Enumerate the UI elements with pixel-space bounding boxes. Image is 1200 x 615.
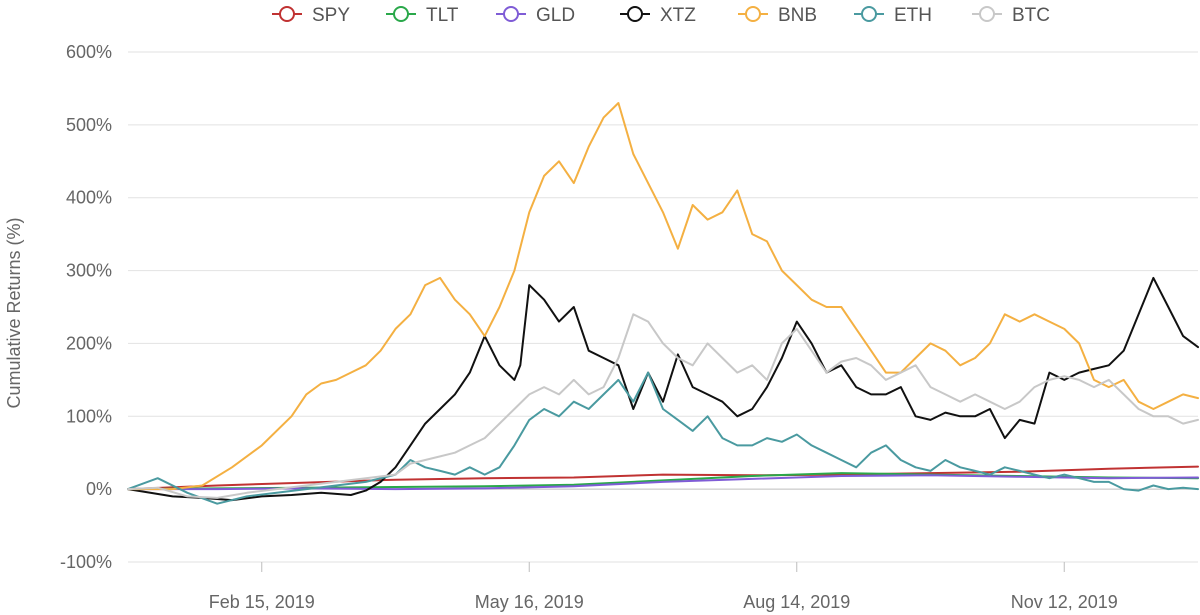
legend-item-bnb[interactable]: BNB — [738, 5, 817, 26]
legend-label: ETH — [894, 5, 932, 26]
legend-label: SPY — [312, 5, 350, 26]
x-tick-label: Aug 14, 2019 — [743, 592, 850, 612]
series-line-bnb — [127, 102, 1199, 491]
legend-item-gld[interactable]: GLD — [496, 5, 575, 26]
x-tick-label: Nov 12, 2019 — [1011, 592, 1118, 612]
legend-marker-icon — [745, 6, 761, 22]
x-tick-label: Feb 15, 2019 — [209, 592, 315, 612]
legend-label: TLT — [426, 5, 459, 26]
legend-marker-icon — [627, 6, 643, 22]
series-line-xtz — [127, 276, 1199, 502]
legend-item-eth[interactable]: ETH — [854, 5, 932, 26]
legend-item-xtz[interactable]: XTZ — [620, 5, 696, 26]
y-gridlines — [128, 51, 1198, 563]
y-tick-label: 400% — [66, 188, 112, 208]
y-tick-label: 500% — [66, 115, 112, 135]
series-line-eth — [127, 371, 1199, 505]
y-tick-label: 300% — [66, 261, 112, 281]
legend-marker-icon — [393, 6, 409, 22]
legend-label: XTZ — [660, 5, 696, 26]
legend-item-tlt[interactable]: TLT — [386, 5, 459, 26]
x-axis-ticks: Feb 15, 2019 May 16, 2019 Aug 14, 2019 Nov … — [209, 562, 1118, 612]
legend-marker-icon — [503, 6, 519, 22]
legend-item-btc[interactable]: BTC — [972, 5, 1050, 26]
y-tick-label: 0% — [86, 479, 112, 499]
y-tick-label: 100% — [66, 406, 112, 426]
legend-label: BTC — [1012, 5, 1050, 26]
legend-item-spy[interactable]: SPY — [272, 5, 350, 26]
legend-label: BNB — [778, 5, 817, 26]
series-lines — [127, 102, 1199, 505]
legend-label: GLD — [536, 5, 575, 26]
y-tick-label: -100% — [60, 552, 112, 572]
y-axis-title: Cumulative Returns (%) — [4, 217, 24, 408]
legend-marker-icon — [979, 6, 995, 22]
x-tick-label: May 16, 2019 — [475, 592, 584, 612]
chart-legend[interactable]: SPY TLT GLD XTZ BNB ETH BTC — [272, 5, 1050, 26]
y-tick-label: 200% — [66, 333, 112, 353]
legend-marker-icon — [279, 6, 295, 22]
series-line-btc — [127, 313, 1199, 499]
y-tick-label: 600% — [66, 42, 112, 62]
y-axis-ticks: -100% 0% 100% 200% 300% 400% 500% 600% — [60, 42, 112, 572]
legend-marker-icon — [861, 6, 877, 22]
